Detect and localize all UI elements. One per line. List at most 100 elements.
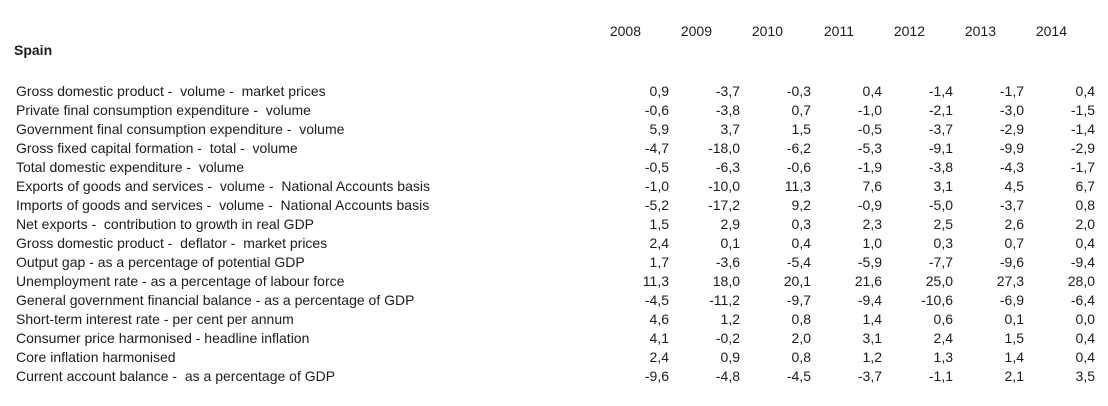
value-cell: -10,6 [921,292,953,308]
region-title-row: Spain [0,41,1108,60]
table-row: Private final consumption expenditure - … [0,101,1108,120]
value-cell: 1,2 [720,311,740,327]
value-cell: -4,5 [644,292,669,308]
year-header-2013: 2013 [964,23,996,39]
value-cell: 1,7 [649,254,669,270]
value-cell: 25,0 [925,273,953,289]
value-cell: -9,4 [857,292,882,308]
value-cell: 0,7 [1004,235,1024,251]
row-label: Output gap - as a percentage of potentia… [16,254,305,270]
row-label: Imports of goods and services - volume -… [16,197,430,213]
value-cell: -1,4 [1070,121,1095,137]
row-label: Consumer price harmonised - headline inf… [16,330,310,346]
value-cell: 0,4 [1075,83,1095,99]
value-cell: 2,3 [862,216,882,232]
value-cell: -6,2 [786,140,811,156]
table-row: Core inflation harmonised 2,4 0,9 0,8 1,2 1,3… [0,348,1108,367]
value-cell: -1,0 [644,178,669,194]
value-cell: -0,2 [715,330,740,346]
value-cell: 2,9 [720,216,740,232]
year-header-2014: 2014 [1035,23,1067,39]
value-cell: 2,4 [649,349,669,365]
year-header-2011: 2011 [823,23,854,39]
years-header-row: 2008 2009 2010 2011 2012 2013 2014 [0,22,1108,41]
year-header-2008: 2008 [609,23,641,39]
value-cell: 1,5 [791,121,811,137]
value-cell: -2,1 [928,102,953,118]
value-cell: -9,4 [1070,254,1095,270]
value-cell: -1,1 [928,368,953,384]
value-cell: 1,4 [1004,349,1024,365]
value-cell: -1,0 [857,102,882,118]
value-cell: -0,6 [786,159,811,175]
row-label: Core inflation harmonised [16,349,176,365]
value-cell: -9,6 [644,368,669,384]
table-row: Current account balance - as a percentag… [0,367,1108,386]
value-cell: -3,7 [928,121,953,137]
value-cell: 4,6 [649,311,669,327]
value-cell: -1,7 [999,83,1024,99]
value-cell: -1,5 [1070,102,1095,118]
value-cell: -6,4 [1070,292,1095,308]
value-cell: -9,9 [999,140,1024,156]
row-label: Government final consumption expenditure… [16,121,345,137]
value-cell: 0,4 [791,235,811,251]
value-cell: 7,6 [862,178,882,194]
table-row: Consumer price harmonised - headline inf… [0,329,1108,348]
value-cell: 5,9 [649,121,669,137]
table-row: Government final consumption expenditure… [0,120,1108,139]
value-cell: -0,5 [857,121,882,137]
value-cell: -7,7 [928,254,953,270]
value-cell: -9,1 [928,140,953,156]
value-cell: -5,0 [928,197,953,213]
table-row: Exports of goods and services - volume -… [0,177,1108,196]
value-cell: 0,1 [720,235,740,251]
value-cell: 3,1 [862,330,882,346]
value-cell: -3,7 [999,197,1024,213]
row-label: Short-term interest rate - per cent per … [16,311,294,327]
value-cell: 21,6 [854,273,882,289]
table-row: General government financial balance - a… [0,291,1108,310]
value-cell: 0,6 [933,311,953,327]
value-cell: 0,8 [1075,197,1095,213]
value-cell: -5,4 [786,254,811,270]
value-cell: -0,9 [857,197,882,213]
row-label: Current account balance - as a percentag… [16,368,336,384]
value-cell: 0,3 [933,235,953,251]
value-cell: -9,7 [786,292,811,308]
value-cell: 2,5 [933,216,953,232]
value-cell: -0,3 [786,83,811,99]
table-body: Gross domestic product - volume - market… [0,82,1108,386]
row-label: Gross domestic product - deflator - mark… [16,235,328,251]
value-cell: -0,5 [644,159,669,175]
value-cell: 2,0 [791,330,811,346]
value-cell: 6,7 [1075,178,1095,194]
value-cell: 4,1 [649,330,669,346]
value-cell: 0,9 [720,349,740,365]
value-cell: 1,3 [933,349,953,365]
value-cell: -3,6 [715,254,740,270]
row-label: General government financial balance - a… [16,292,415,308]
value-cell: -11,2 [709,292,740,308]
value-cell: -3,8 [928,159,953,175]
value-cell: -5,3 [857,140,882,156]
value-cell: 0,4 [862,83,882,99]
value-cell: -3,7 [715,83,740,99]
table-row: Gross domestic product - volume - market… [0,82,1108,101]
value-cell: 0,7 [791,102,811,118]
value-cell: 4,5 [1004,178,1024,194]
value-cell: -9,6 [999,254,1024,270]
value-cell: 3,5 [1075,368,1095,384]
table-row: Total domestic expenditure - volume -0,5 -… [0,158,1108,177]
table-row: Gross fixed capital formation - total - … [0,139,1108,158]
region-title: Spain [14,42,53,58]
value-cell: -5,9 [857,254,882,270]
value-cell: 0,0 [1075,311,1095,327]
value-cell: -4,5 [786,368,811,384]
value-cell: -2,9 [999,121,1024,137]
row-label: Gross domestic product - volume - market… [16,83,326,99]
value-cell: 2,4 [649,235,669,251]
value-cell: 0,4 [1075,349,1095,365]
value-cell: 3,7 [720,121,740,137]
